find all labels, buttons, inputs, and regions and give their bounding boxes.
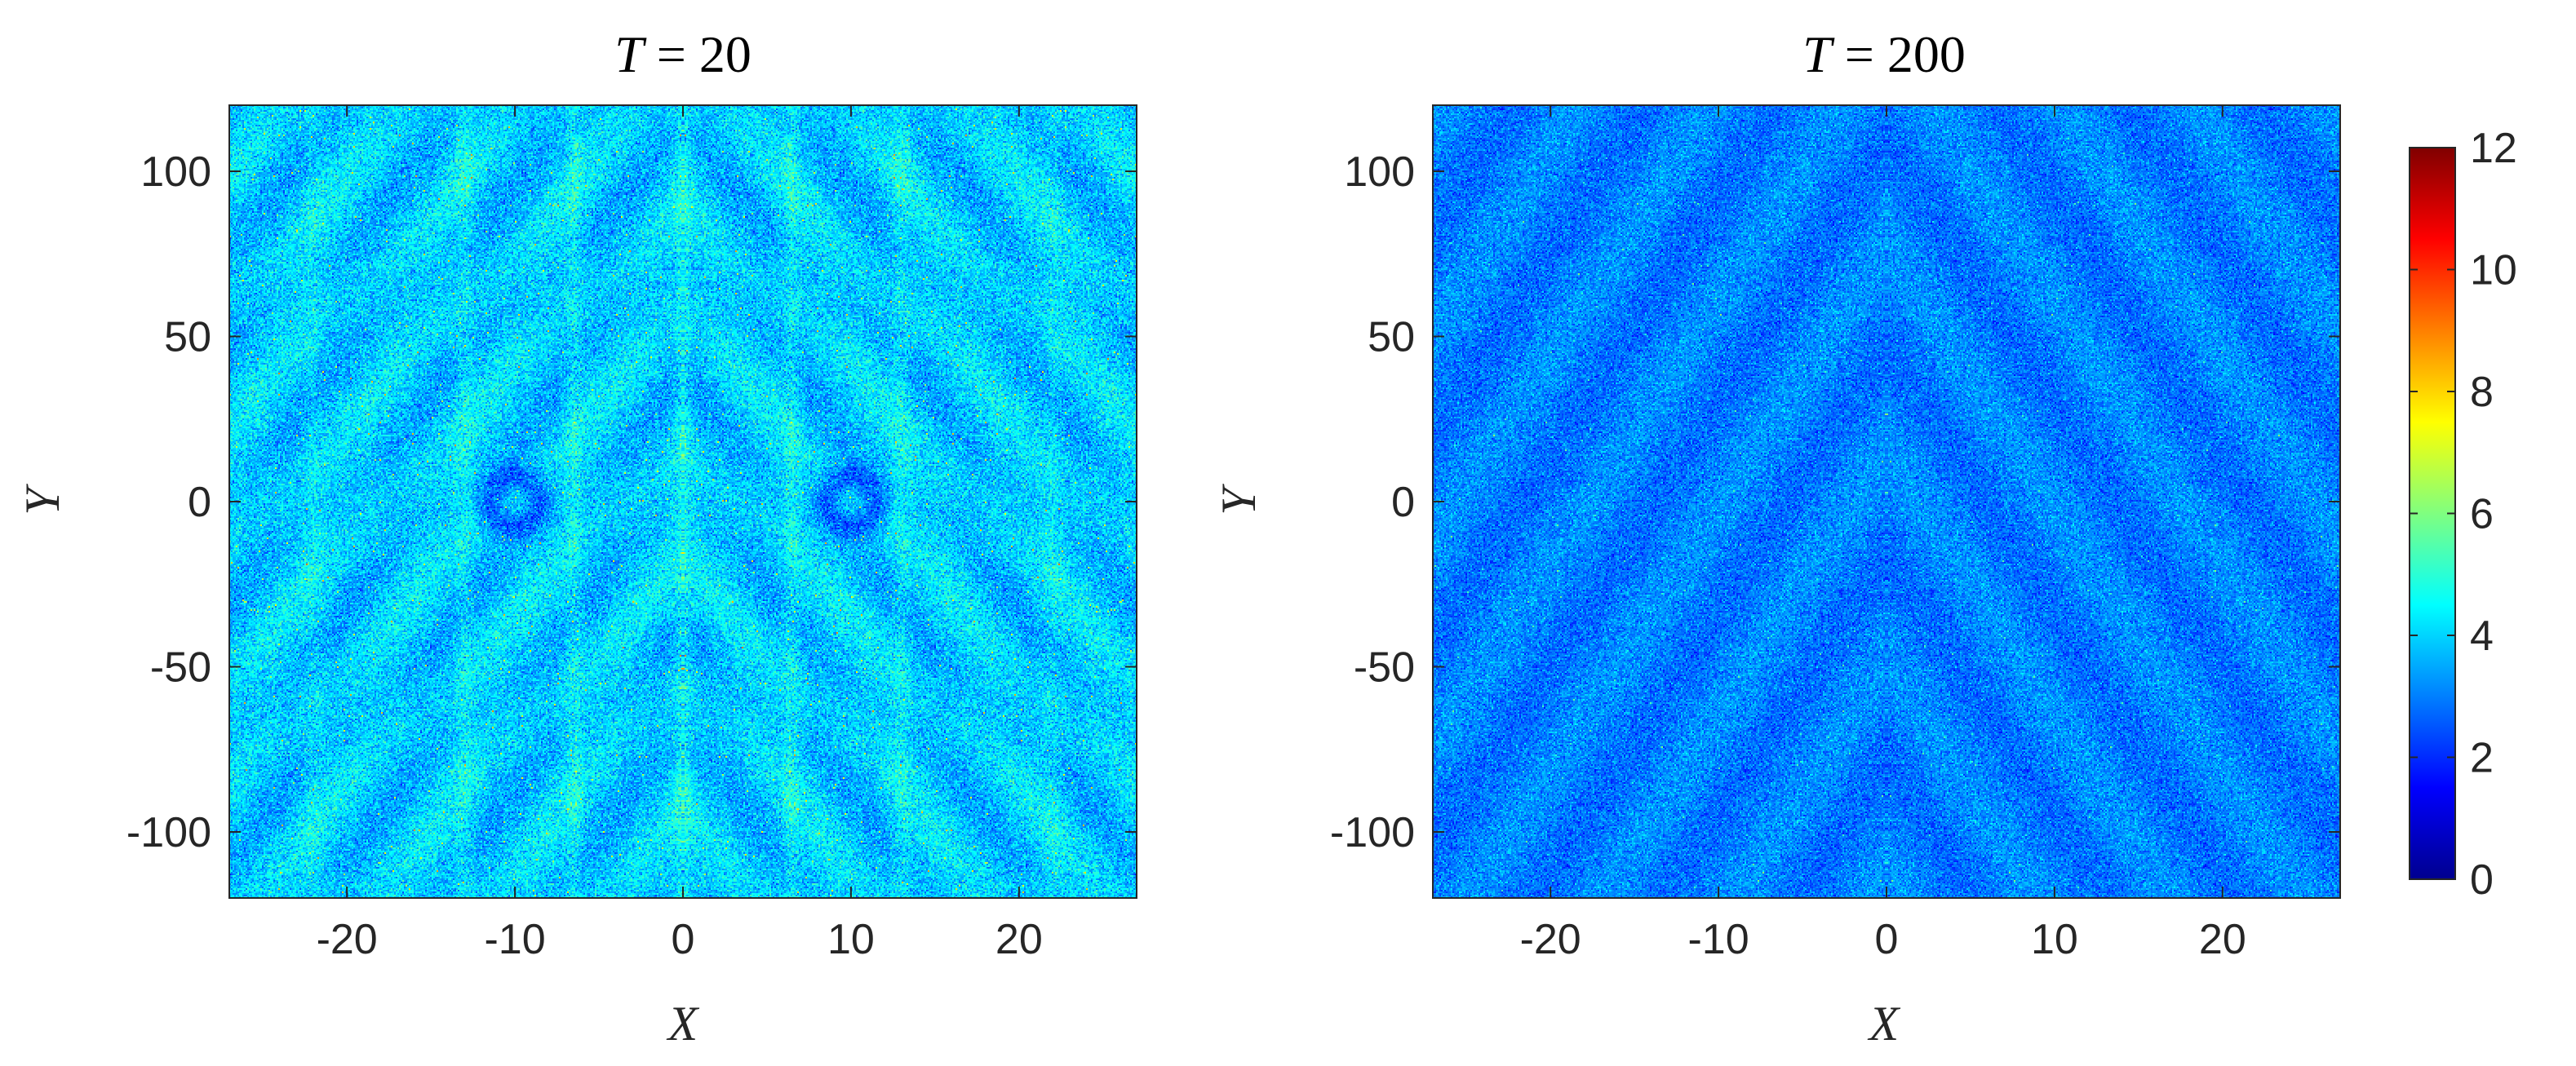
panel-2-ylabel: Y xyxy=(1212,484,1266,515)
colorbar-tick-label: 10 xyxy=(2470,247,2517,294)
panel-2-title: T = 200 xyxy=(1802,25,1966,83)
panel-2-xlabel: X xyxy=(1868,997,1901,1051)
panel-1-ylabel: Y xyxy=(16,484,69,515)
x-tick-label: 0 xyxy=(672,916,695,963)
panel-1-title-eq: = xyxy=(644,25,699,83)
x-tick-label: 0 xyxy=(1875,916,1899,963)
x-tick-label: -10 xyxy=(1687,916,1749,963)
y-tick-label: 50 xyxy=(164,314,211,361)
panel-1-title: T = 20 xyxy=(614,25,752,83)
y-tick-label: -100 xyxy=(126,809,211,856)
panel-1-heatmap xyxy=(229,105,1137,898)
y-tick-label: 0 xyxy=(1391,479,1415,526)
x-tick-label: -10 xyxy=(484,916,545,963)
panel-2-title-eq: = xyxy=(1832,25,1887,83)
x-tick-label: 10 xyxy=(827,916,875,963)
panel-1-title-var: T xyxy=(614,25,647,83)
colorbar-tick-label: 6 xyxy=(2470,491,2494,538)
x-tick-label: -20 xyxy=(1520,916,1581,963)
colorbar: 0 2 4 6 8 10 12 xyxy=(2409,125,2517,904)
colorbar-tick-label: 4 xyxy=(2470,613,2494,660)
panel-1-title-value: 20 xyxy=(699,25,752,83)
colorbar-tick-label: 8 xyxy=(2470,369,2494,416)
y-tick-label: 100 xyxy=(1344,148,1415,196)
y-tick-label: 100 xyxy=(140,148,211,196)
y-tick-label: -100 xyxy=(1330,809,1415,856)
y-tick-label: -50 xyxy=(150,644,211,692)
panel-2-title-value: 200 xyxy=(1887,25,1966,83)
x-tick-label: 20 xyxy=(995,916,1043,963)
y-tick-label: -50 xyxy=(1354,644,1415,692)
x-tick-label: 10 xyxy=(2031,916,2078,963)
colorbar-tick-label: 12 xyxy=(2470,125,2517,172)
panel-2-title-var: T xyxy=(1802,25,1835,83)
panel-1-xlabel: X xyxy=(667,997,700,1051)
colorbar-ticks: 0 2 4 6 8 10 12 xyxy=(2410,125,2517,904)
colorbar-tick-label: 2 xyxy=(2470,735,2494,782)
colorbar-tick-label: 0 xyxy=(2470,856,2494,904)
x-tick-label: 20 xyxy=(2199,916,2246,963)
y-tick-label: 0 xyxy=(188,479,211,526)
x-tick-label: -20 xyxy=(317,916,378,963)
panel-2-heatmap xyxy=(1433,105,2340,898)
y-tick-label: 50 xyxy=(1368,314,1415,361)
